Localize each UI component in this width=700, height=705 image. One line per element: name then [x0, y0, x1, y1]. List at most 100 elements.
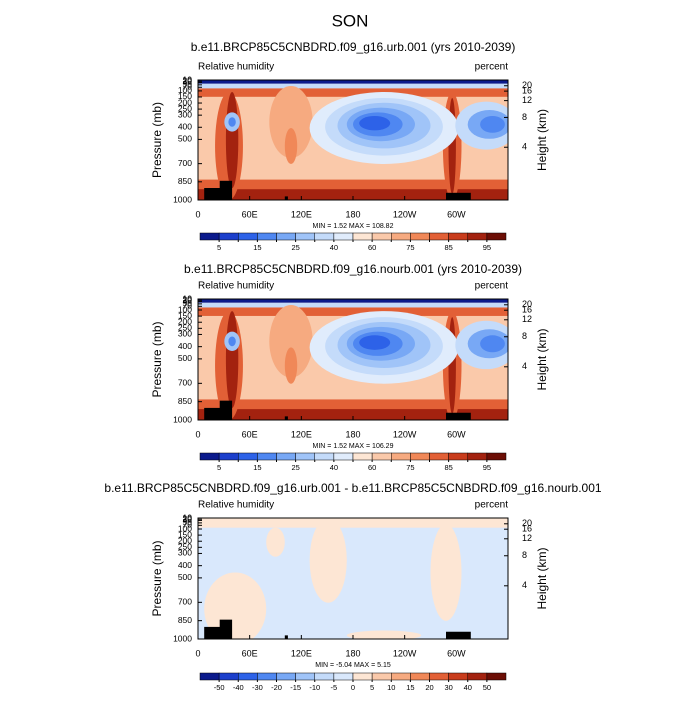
colorbar-box [429, 452, 449, 461]
colorbar-label: -40 [233, 683, 244, 692]
contour-fill [228, 117, 236, 127]
topography [284, 635, 288, 639]
y-tick-label: 30 [183, 77, 193, 87]
x-tick-label: 180 [345, 429, 360, 439]
y2-axis-label: Height (km) [535, 109, 549, 171]
colorbar-box [218, 672, 239, 681]
colorbar-box [391, 232, 411, 241]
x-tick-label: 120W [393, 648, 417, 658]
contour-fill [266, 527, 285, 557]
colorbar-label: 25 [291, 463, 299, 472]
y-tick-label: 50 [183, 298, 193, 308]
y-tick-label: 700 [178, 158, 192, 168]
colorbar-label: 40 [330, 243, 338, 252]
right-label: percent [475, 62, 509, 73]
x-tick-label: 120W [393, 429, 417, 439]
colorbar-box [429, 232, 449, 241]
contour-fill [269, 305, 313, 378]
y2-axis-label: Height (km) [535, 547, 549, 609]
colorbar-label: 15 [406, 683, 414, 692]
y-tick-label: 10 [183, 512, 193, 522]
y-tick-label: 150 [178, 529, 192, 539]
colorbar-box [486, 452, 507, 461]
contour-fill [309, 518, 347, 603]
x-tick-label: 60W [447, 429, 466, 439]
y2-tick-label: 16 [522, 85, 532, 95]
y2-tick-label: 8 [522, 550, 527, 560]
colorbar-box [333, 232, 354, 241]
contour-fill [198, 306, 508, 316]
colorbar-label: 95 [483, 243, 491, 252]
y-tick-label: 30 [183, 296, 193, 306]
topography [446, 412, 471, 420]
colorbar-label: 40 [330, 463, 338, 472]
y2-axis-label: Height (km) [535, 328, 549, 390]
contour-fill [198, 302, 508, 308]
y-tick-label: 20 [183, 294, 193, 304]
colorbar-box [448, 232, 468, 241]
contour-fill [225, 92, 239, 188]
y-tick-label: 70 [183, 520, 193, 530]
colorbar-box [391, 672, 411, 681]
colorbar-box [352, 452, 373, 461]
colorbar-box [448, 672, 468, 681]
y-tick-label: 1000 [173, 633, 192, 643]
y-tick-label: 1000 [173, 414, 192, 424]
colorbar-label: 30 [444, 683, 452, 692]
colorbar-box [238, 452, 258, 461]
min-max: MIN = 1.52 MAX = 106.29 [313, 443, 394, 450]
min-max: MIN = -5.04 MAX = 5.15 [315, 662, 391, 669]
colorbar-box [276, 672, 296, 681]
colorbar-label: 60 [368, 243, 376, 252]
contour-fill [359, 335, 391, 350]
y-tick-label: 400 [178, 122, 192, 132]
y-tick-label: 30 [183, 515, 193, 525]
y-axis-label: Pressure (mb) [150, 102, 164, 178]
colorbar-box [486, 232, 507, 241]
colorbar-label: 40 [464, 683, 472, 692]
y-axis-label: Pressure (mb) [150, 540, 164, 616]
y-tick-label: 500 [178, 572, 192, 582]
topography [446, 631, 471, 639]
y-tick-label: 10 [183, 74, 193, 84]
colorbar-box [199, 672, 220, 681]
colorbar-box [371, 672, 392, 681]
y-tick-label: 250 [178, 103, 192, 113]
topography [204, 626, 223, 639]
colorbar-box [429, 672, 449, 681]
contour-fill [284, 128, 298, 164]
y2-tick-label: 20 [522, 518, 532, 528]
y-tick-label: 50 [183, 517, 193, 527]
y-tick-label: 70 [183, 82, 193, 92]
contour-field [198, 80, 508, 200]
colorbar-label: 60 [368, 463, 376, 472]
y2-tick-label: 20 [522, 80, 532, 90]
y-tick-label: 250 [178, 323, 192, 333]
colorbar-label: 15 [253, 463, 261, 472]
y2-tick-label: 20 [522, 299, 532, 309]
y-tick-label: 100 [178, 523, 192, 533]
colorbar-label: 15 [253, 243, 261, 252]
y-tick-label: 850 [178, 396, 192, 406]
topography [446, 192, 471, 200]
colorbar-box [371, 232, 392, 241]
panel-title: b.e11.BRCP85C5CNBDRD.f09_g16.urb.001 (yr… [191, 40, 516, 54]
contour-fill [346, 630, 422, 639]
contour-fill [198, 83, 508, 89]
colorbar-box [218, 452, 239, 461]
colorbar-label: 10 [387, 683, 395, 692]
y-tick-label: 150 [178, 310, 192, 320]
topography [219, 400, 233, 420]
colorbar-box [410, 672, 430, 681]
contour-fill [430, 524, 462, 621]
x-tick-label: 0 [195, 648, 200, 658]
y2-tick-label: 16 [522, 524, 532, 534]
y-tick-label: 10 [183, 293, 193, 303]
x-tick-label: 0 [195, 209, 200, 219]
x-tick-label: 60W [447, 648, 466, 658]
y-tick-label: 1000 [173, 194, 192, 204]
y2-tick-label: 16 [522, 305, 532, 315]
colorbar-label: 85 [444, 463, 452, 472]
y-tick-label: 300 [178, 548, 192, 558]
